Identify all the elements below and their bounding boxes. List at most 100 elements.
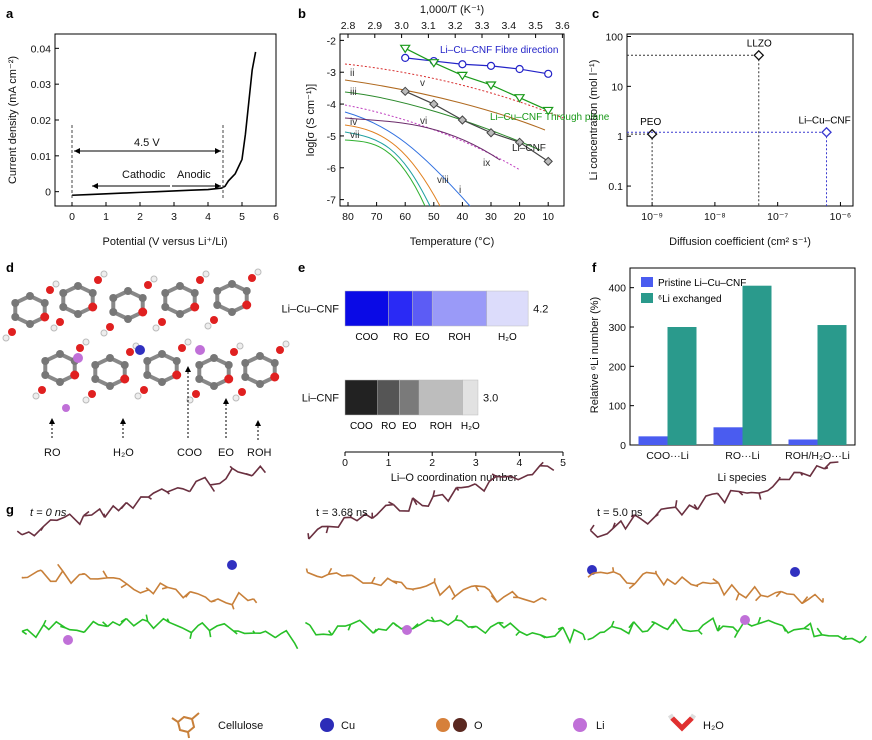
panel-e-segment-label: RO [393,332,408,343]
panel-b-point [542,106,554,116]
panel-b-point [456,71,468,81]
panel-g-snapshots [16,461,867,650]
panel-d-labels: RO H₂O COO EO ROH [44,366,272,459]
carbon-atom [190,289,199,297]
panel-b-point [428,59,440,68]
hydrogen-atom [232,394,240,402]
oxygen-atom [238,388,246,396]
panel-a-ytick-label: 0.04 [31,43,52,55]
panel-label-e: e [298,260,305,275]
panel-b-x2tick-label: 3.2 [448,20,463,32]
label-arrowhead-coo [185,366,191,372]
panel-a-xtick-label: 4 [205,211,211,223]
panel-label-d: d [6,260,14,275]
panel-c-point-label: LLZO [747,38,772,49]
panel-a-ytick-label: 0 [45,187,51,199]
panel-e-total-label: 4.2 [533,304,548,316]
panel-e-category-label: Li–CNF [302,393,340,405]
curve-i [344,111,471,207]
md-chain [21,614,299,650]
panel-b-xtick-label: 80 [342,211,354,223]
li-atom [73,353,83,363]
hydrogen-atom [150,275,158,283]
panel-e-segment-label: COO [355,332,378,343]
panel-e-xtick-label: 3 [473,457,479,469]
panel-b-legend-fibre: Li–Cu–CNF Fibre direction [440,45,558,56]
panel-b-series-line [404,90,549,162]
legend-h2o-icon [667,713,697,732]
oxygen-atom [94,276,102,284]
curve-iv [344,131,431,207]
panel-e-segment-label: EO [402,421,417,432]
molecule-ring [43,351,77,385]
panel-f-ytick-label: 200 [608,361,626,373]
panel-e-chart: Li–Cu–CNF COO RO EO ROH H₂O 4.2 Li–CNF COO RO EO RO… [282,290,566,484]
carbon-atom [256,380,264,388]
oxygen-atom [190,302,200,312]
label-coo: COO [177,447,203,459]
carbon-atom [172,357,181,365]
oxygen-atom [144,281,152,289]
carbon-atom [143,371,152,379]
label-ro: RO [44,447,61,459]
li-atom [195,345,205,355]
carbon-atom [74,282,82,290]
panel-c-frame [626,33,854,207]
panel-a-annotation-anodic: Anodic [177,169,211,181]
hydrogen-atom [82,338,90,346]
carbon-atom [26,320,34,328]
md-chain [587,567,824,605]
molecule-ring [197,355,231,389]
hydrogen-atom [134,392,142,400]
legend-swatch-pristine [641,277,653,287]
panel-a-annotation-45v: 4.5 V [134,137,160,149]
oxygen-atom [210,316,218,324]
curve-label-iv: iv [350,117,357,128]
oxygen-atom [40,312,50,322]
panel-d-molecule [2,268,290,412]
carbon-atom [40,299,49,307]
curve-label-ix: ix [483,158,490,169]
md-li-atom [740,615,750,625]
oxygen-atom [270,372,280,382]
panel-a-arrowhead-cathodic [92,183,98,189]
panel-c-point [821,126,832,138]
panel-c-ytick-label: 1 [617,131,623,143]
oxygen-atom [230,348,238,356]
legend-label-cellulose: Cellulose [218,720,263,732]
legend-label-pristine: Pristine Li–Cu–CNF [658,278,746,289]
carbon-atom [138,294,147,302]
carbon-atom [91,375,100,383]
carbon-atom [224,361,233,369]
panel-b-xtick-label: 40 [457,211,469,223]
frame-time-1: t = 3.68 ns [316,507,368,519]
panel-b-legend-through: Li–Cu–CNF Through plane [490,112,610,123]
panel-e-bar-segment [418,379,463,416]
hydrogen-atom [152,324,160,332]
panel-f-ytick-label: 300 [608,322,626,334]
panel-b-xtick-label: 20 [514,211,526,223]
legend-label-li: Li [596,720,605,732]
panel-b-ytick-label: -4 [327,99,336,111]
label-arrowhead-roh [255,420,261,426]
panel-e-segment-label: H₂O [461,421,480,432]
md-li-atom [63,635,73,645]
panel-b-x2tick-label: 3.1 [421,20,436,32]
panel-b-reference-curves [344,63,564,207]
hydrogen-atom [100,270,108,278]
panel-f-ylabel: Relative ⁶Li number (%) [589,297,601,413]
carbon-atom [158,350,166,358]
panel-b-point [429,99,439,109]
panel-b-xtick-label: 70 [371,211,383,223]
hydrogen-atom [2,334,10,342]
legend-o-icon-1 [436,718,450,732]
cu-atom [135,345,145,355]
panel-e-bar-segment [412,290,433,327]
panel-f-category-label: COO···Li [646,450,689,462]
hydrogen-atom [204,322,212,330]
panel-b-x2tick-label: 2.8 [341,20,356,32]
panel-b-ylabel: log[σ (S cm⁻¹)] [305,84,317,157]
hydrogen-atom [184,338,192,346]
carbon-atom [106,382,114,390]
